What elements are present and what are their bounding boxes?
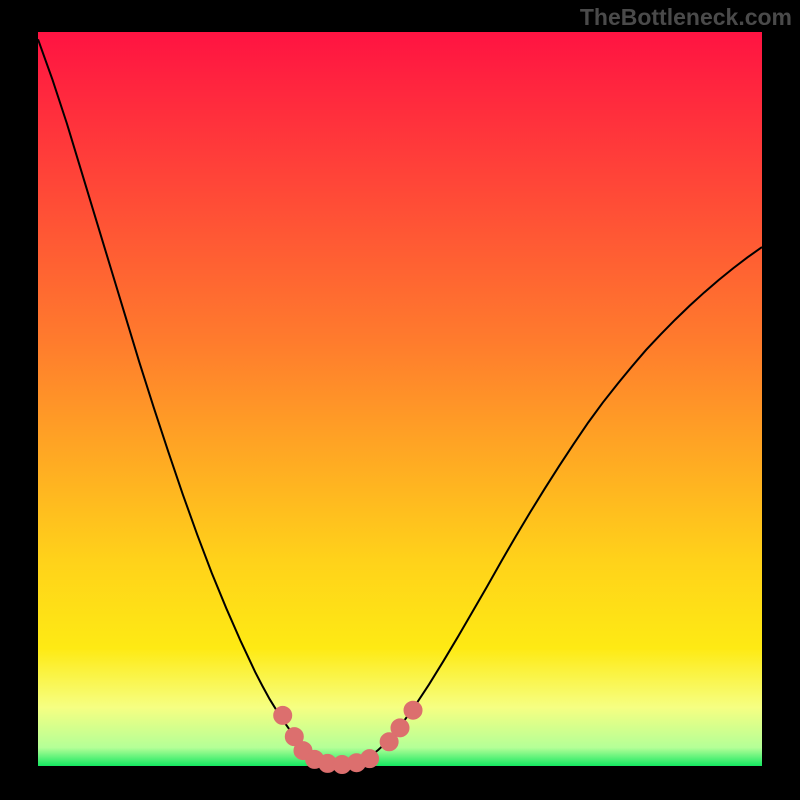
plot-area <box>38 32 762 766</box>
watermark-text: TheBottleneck.com <box>580 4 792 31</box>
chart-container: TheBottleneck.com <box>0 0 800 800</box>
bottleneck-curve <box>38 39 762 765</box>
data-marker <box>391 719 409 737</box>
data-marker <box>361 750 379 768</box>
curve-layer <box>38 32 762 766</box>
data-marker <box>274 706 292 724</box>
data-marker <box>404 701 422 719</box>
